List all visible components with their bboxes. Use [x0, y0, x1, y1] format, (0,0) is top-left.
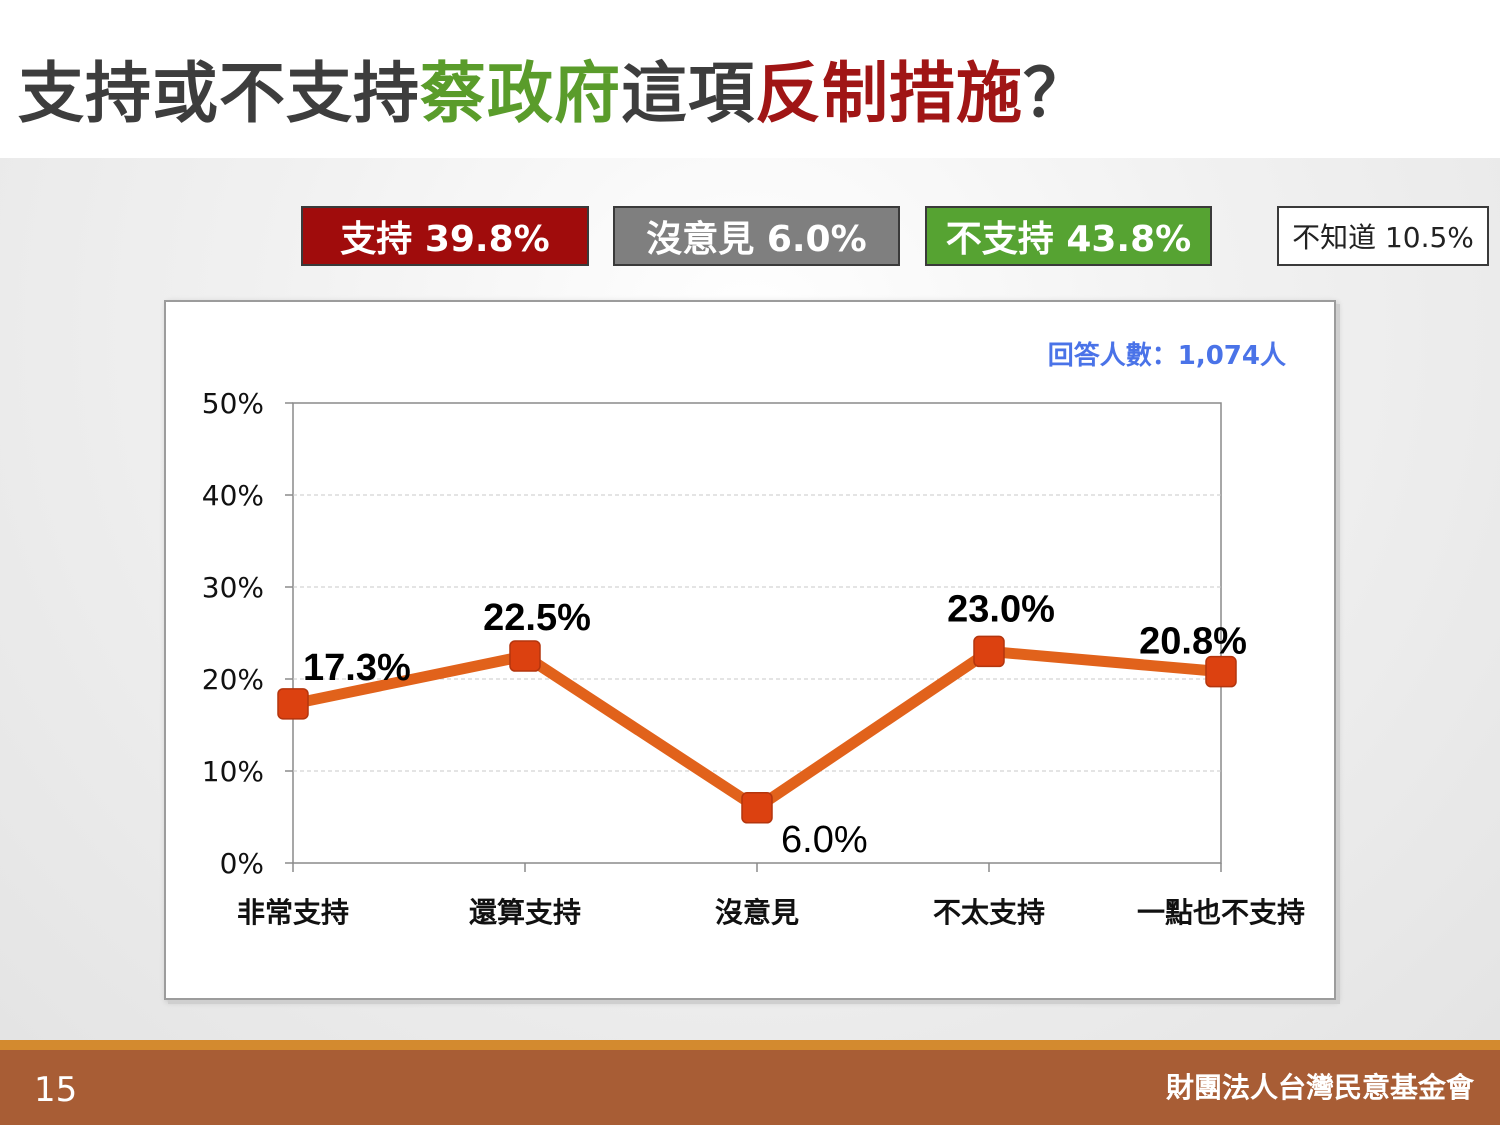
summary-support-box: 支持 39.8%: [301, 206, 589, 266]
summary-dont-know-box: 不知道 10.5%: [1277, 206, 1489, 266]
footer-bar: [0, 1050, 1500, 1125]
summary-oppose-label: 不支持 43.8%: [945, 219, 1192, 260]
data-label: 22.5%: [483, 597, 591, 639]
x-category-label: 不太支持: [933, 896, 1045, 929]
y-tick-label: 50%: [202, 387, 264, 420]
data-point-marker: [973, 635, 1005, 668]
data-label: 23.0%: [947, 588, 1055, 630]
title-part-4: 反制措施: [755, 55, 1023, 132]
data-point-marker: [277, 688, 309, 720]
label-layer: 17.3% 22.5% 6.0% 23.0% 20.8%: [303, 588, 1247, 860]
y-tick-label: 30%: [202, 571, 264, 604]
respondent-count-note: 回答人數：1,074人: [1048, 340, 1286, 371]
page-number: 15: [34, 1070, 78, 1110]
data-label: 20.8%: [1139, 621, 1247, 663]
y-tick-label: 20%: [202, 663, 264, 696]
y-tick-label: 0%: [220, 847, 264, 880]
title-part-2: 蔡政府: [420, 55, 621, 132]
data-label: 6.0%: [781, 819, 868, 861]
data-point-marker: [741, 792, 773, 824]
summary-no-opinion-box: 沒意見 6.0%: [613, 206, 900, 266]
title-part-1: 支持或不支持: [18, 55, 420, 132]
axis-layer: 0% 10% 20% 30% 40% 50% 非常支持 還算支持 沒意見 不太支持 一點也不支持: [202, 387, 1305, 929]
data-label: 17.3%: [303, 647, 411, 689]
y-tick-label: 40%: [202, 479, 264, 512]
summary-no-opinion-label: 沒意見 6.0%: [646, 219, 867, 260]
data-point-marker: [1205, 655, 1237, 688]
x-category-label: 沒意見: [715, 896, 799, 929]
summary-oppose-box: 不支持 43.8%: [925, 206, 1212, 266]
x-category-label: 一點也不支持: [1137, 896, 1305, 929]
data-point-marker: [509, 640, 541, 672]
slide-title: 支持或不支持蔡政府這項反制措施？: [18, 40, 1090, 136]
y-tick-label: 10%: [202, 755, 264, 788]
footer-accent-line: [0, 1040, 1500, 1050]
title-bar: 支持或不支持蔡政府這項反制措施？: [0, 0, 1500, 158]
grid-layer: [293, 494, 1221, 772]
summary-dont-know-label: 不知道 10.5%: [1292, 221, 1474, 254]
title-part-3: 這項: [621, 55, 755, 132]
summary-support-label: 支持 39.8%: [340, 219, 550, 260]
plot-area: [292, 402, 1222, 864]
x-category-label: 還算支持: [469, 896, 581, 929]
organization-name: 財團法人台灣民意基金會: [1165, 1071, 1474, 1104]
marker-layer: [277, 635, 1237, 824]
title-part-5: ？: [1023, 55, 1090, 132]
line-chart: 0% 10% 20% 30% 40% 50% 非常支持 還算支持 沒意見 不太支持 一點也不支持 1…: [202, 340, 1305, 929]
x-category-label: 非常支持: [237, 896, 349, 929]
